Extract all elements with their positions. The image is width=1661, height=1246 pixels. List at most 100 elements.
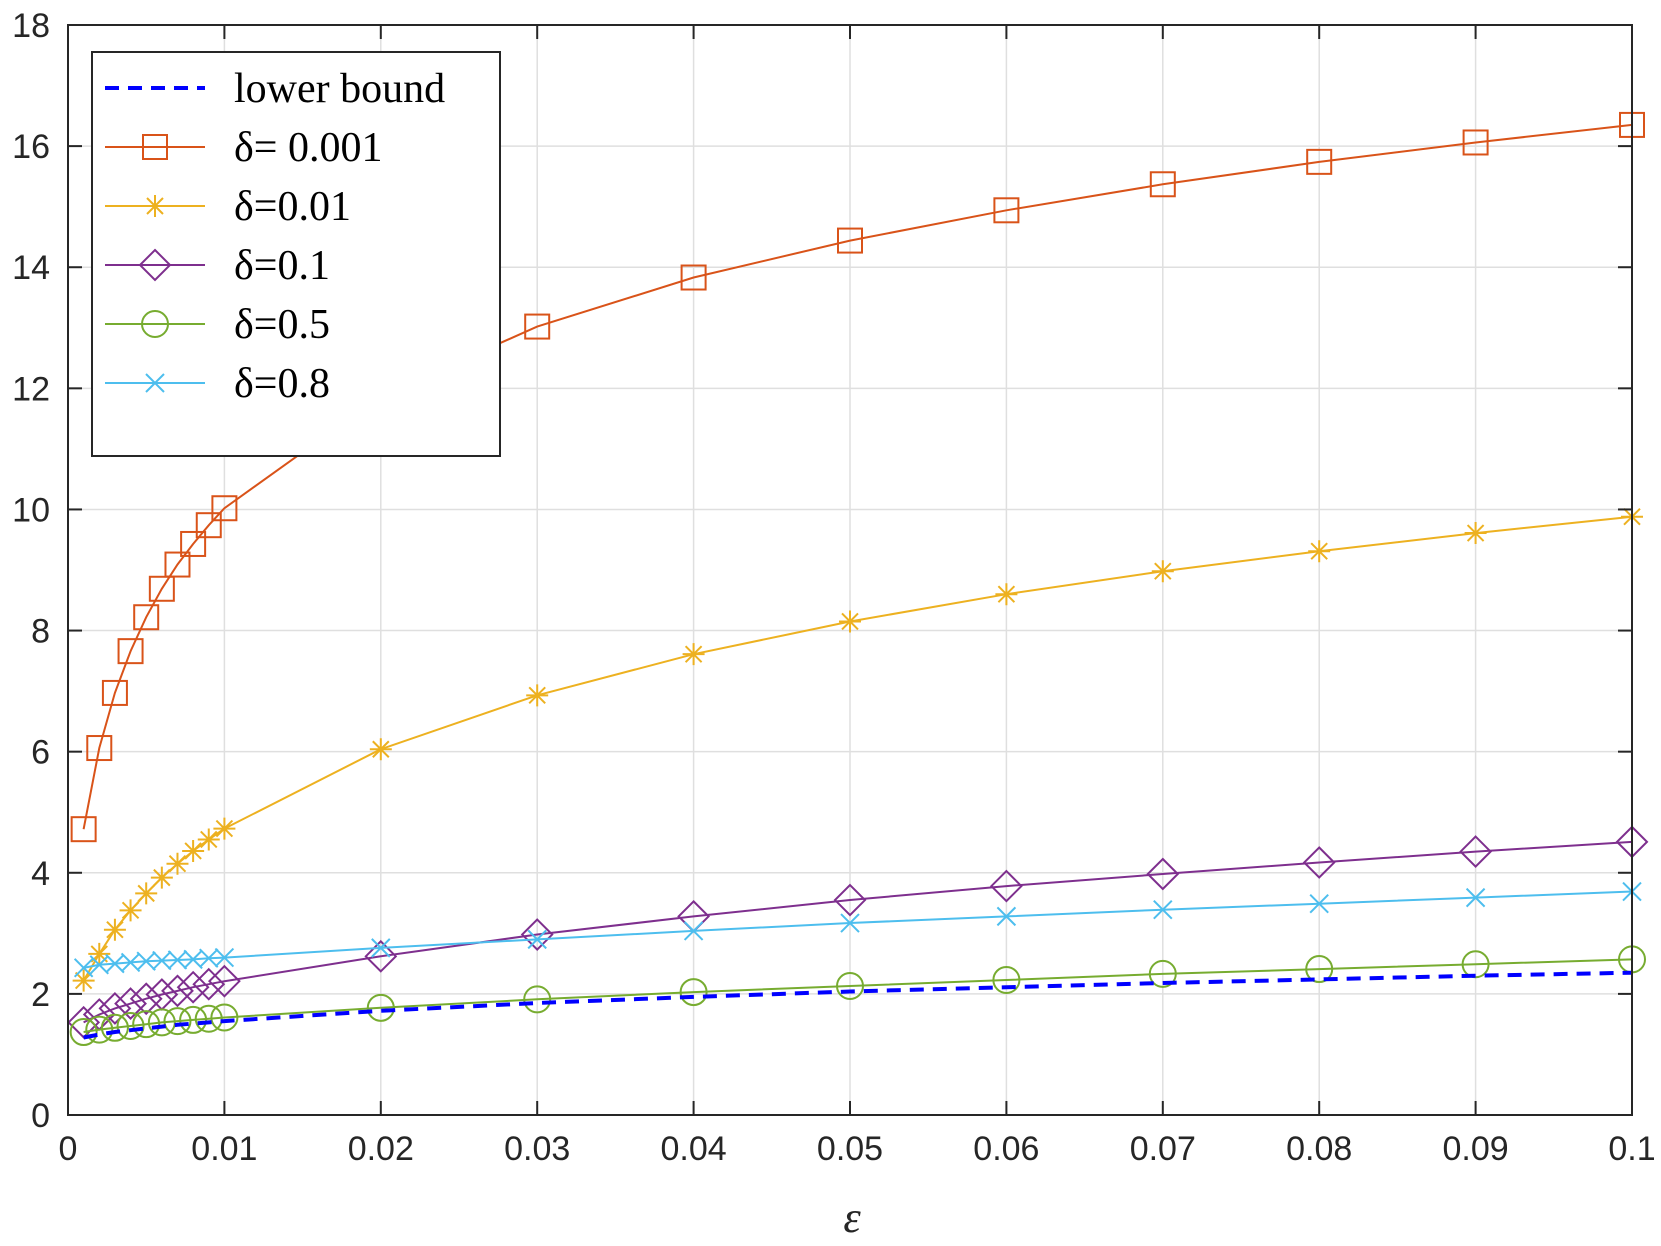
series-line <box>83 958 1633 1033</box>
asterisk-marker <box>1151 560 1174 583</box>
asterisk-marker <box>88 942 111 965</box>
y-tick-label: 18 <box>12 7 50 45</box>
series-0 <box>83 970 1633 1040</box>
x-tick-label: 0.1 <box>1608 1130 1655 1168</box>
x-tick-label: 0.03 <box>504 1130 570 1168</box>
legend-entry: δ=0.01 <box>105 184 351 230</box>
square-marker <box>180 530 207 557</box>
asterisk-marker <box>526 684 549 707</box>
x-marker <box>152 950 172 971</box>
x-marker <box>136 951 156 971</box>
legend-label: δ=0.1 <box>234 243 330 289</box>
plot-series <box>67 111 1649 1047</box>
x-tick-label: 0.05 <box>817 1130 883 1168</box>
series-line <box>83 840 1633 1024</box>
diamond-marker <box>1459 835 1493 868</box>
diamond-marker <box>98 992 132 1025</box>
asterisk-marker <box>72 969 95 992</box>
diamond-marker <box>989 869 1023 903</box>
x-marker <box>840 913 860 933</box>
axes: 0 0.01 0.02 0.03 0.04 0.05 0.06 0.07 0.08 0.09 0.1… <box>12 7 1655 1168</box>
asterisk-marker <box>150 866 173 889</box>
asterisk-marker <box>182 839 205 862</box>
circle-marker <box>132 1010 161 1039</box>
circle-marker <box>366 993 395 1022</box>
square-marker <box>993 197 1020 224</box>
square-marker <box>195 512 222 539</box>
x-marker <box>105 953 125 974</box>
x-tick-label: 0.07 <box>1130 1130 1196 1168</box>
x-tick-label: 0.06 <box>973 1130 1039 1168</box>
x-marker <box>183 949 203 970</box>
square-marker <box>70 816 97 843</box>
circle-marker <box>194 1004 223 1033</box>
y-tick-label: 8 <box>31 613 50 651</box>
legend-entry: δ=0.8 <box>105 361 330 407</box>
square-marker <box>86 735 113 762</box>
x-marker <box>1465 887 1486 908</box>
series-2 <box>72 505 1643 992</box>
square-marker <box>148 575 175 602</box>
square-marker <box>211 495 238 522</box>
y-tick-label: 10 <box>12 491 50 529</box>
asterisk-marker <box>135 882 158 905</box>
x-marker <box>199 948 219 968</box>
legend-entry: lower bound <box>105 66 445 112</box>
square-marker <box>1306 148 1333 175</box>
square-marker <box>164 551 191 578</box>
circle-marker <box>523 985 552 1014</box>
x-marker <box>145 373 165 393</box>
square-marker <box>680 264 707 291</box>
asterisk-marker <box>144 195 166 217</box>
diamond-marker <box>833 883 867 917</box>
square-marker <box>142 134 168 160</box>
y-tick-label: 14 <box>12 249 50 287</box>
x-marker <box>1153 900 1173 920</box>
x-marker <box>996 906 1017 927</box>
legend-label: δ=0.5 <box>234 302 330 348</box>
square-marker <box>837 227 863 254</box>
legend: lower bound δ= 0.001 δ=0.01 δ=0.1 δ=0.5 δ=0.8 <box>91 51 501 457</box>
series-line <box>82 123 1633 830</box>
asterisk-marker <box>1464 522 1487 545</box>
x-tick-label: 0.09 <box>1443 1130 1509 1168</box>
circle-marker <box>836 972 864 1001</box>
circle-marker <box>69 1018 98 1047</box>
asterisk-marker <box>103 918 126 941</box>
legend-label: δ=0.01 <box>234 184 351 230</box>
x-marker <box>89 955 109 975</box>
series-3 <box>67 825 1649 1039</box>
legend-entry: δ= 0.001 <box>105 125 382 171</box>
circle-marker <box>1305 955 1334 984</box>
diamond-marker <box>176 970 210 1004</box>
legend-label: δ=0.8 <box>234 361 330 407</box>
y-tick-label: 4 <box>31 855 50 893</box>
series-line <box>83 970 1633 1040</box>
circle-marker <box>992 965 1021 994</box>
y-tick-label: 16 <box>12 128 50 166</box>
x-tick-label: 0.04 <box>661 1130 727 1168</box>
diamond-marker <box>138 248 172 282</box>
y-tick-label: 12 <box>12 370 50 408</box>
x-marker <box>1309 893 1329 914</box>
x-axis-label: ε <box>843 1193 861 1242</box>
square-marker <box>1462 129 1489 156</box>
circle-marker <box>210 1003 239 1032</box>
x-marker <box>73 958 94 978</box>
x-tick-label: 0.01 <box>191 1130 257 1168</box>
y-tick-label: 6 <box>31 734 50 772</box>
diamond-marker <box>364 939 398 973</box>
x-tick-label: 0.02 <box>348 1130 414 1168</box>
x-marker <box>527 929 547 950</box>
circle-marker <box>1148 959 1177 988</box>
circle-marker <box>179 1005 208 1034</box>
circle-marker <box>141 310 169 338</box>
diamond-marker <box>207 964 241 998</box>
legend-entry: δ=0.1 <box>105 243 330 289</box>
diamond-marker <box>114 987 147 1020</box>
x-marker <box>683 921 704 941</box>
x-marker <box>214 947 235 968</box>
circle-marker <box>163 1007 192 1036</box>
square-marker <box>117 638 144 665</box>
